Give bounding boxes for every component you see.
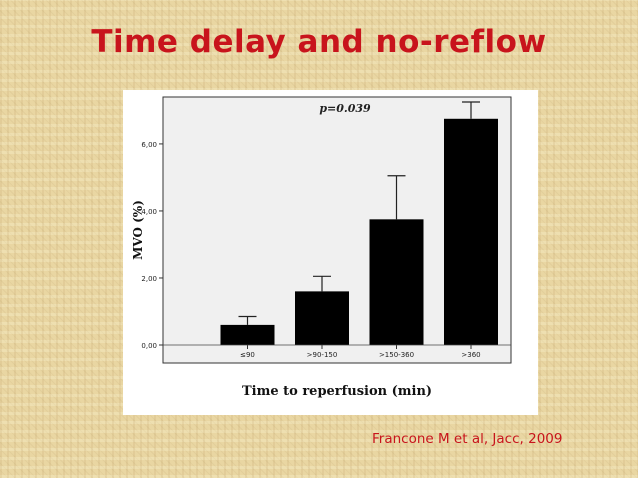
citation: Francone M et al, Jacc, 2009 bbox=[372, 431, 563, 447]
bar bbox=[295, 291, 349, 345]
x-tick-label: >360 bbox=[461, 351, 480, 359]
p-value-annotation: p=0.039 bbox=[319, 102, 371, 115]
bar bbox=[369, 219, 424, 345]
x-tick-label: >150-360 bbox=[379, 351, 414, 359]
x-tick-label: ≤90 bbox=[240, 351, 255, 359]
y-tick-label: 4,00 bbox=[141, 208, 157, 216]
y-tick-label: 2,00 bbox=[141, 275, 157, 283]
bars bbox=[220, 101, 498, 345]
bar bbox=[444, 118, 498, 345]
y-axis-label: MVO (%) bbox=[131, 200, 145, 260]
chart-figure: p=0.039 0,00 2,00 4,00 6,00 ≤90 >90-150 >150-… bbox=[123, 90, 538, 415]
y-tick-label: 6,00 bbox=[141, 141, 157, 149]
x-axis: ≤90 >90-150 >150-360 >360 bbox=[163, 344, 511, 359]
y-tick-label: 0,00 bbox=[141, 342, 157, 350]
y-axis: 0,00 2,00 4,00 6,00 bbox=[141, 141, 163, 350]
x-tick-label: >90-150 bbox=[307, 351, 338, 359]
slide-title: Time delay and no-reflow bbox=[91, 24, 547, 60]
bar bbox=[220, 324, 275, 345]
x-axis-label: Time to reperfusion (min) bbox=[242, 384, 432, 399]
bar-chart: p=0.039 0,00 2,00 4,00 6,00 ≤90 >90-150 >150-… bbox=[131, 96, 512, 399]
